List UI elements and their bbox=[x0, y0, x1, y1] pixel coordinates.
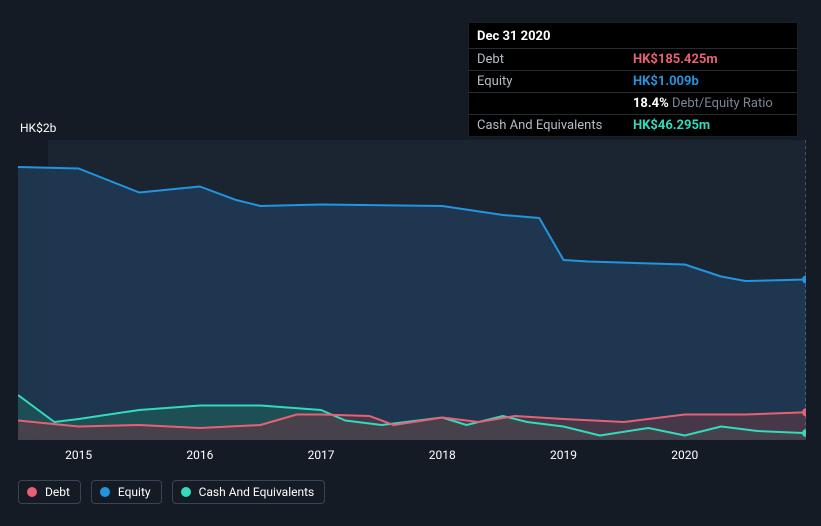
tooltip-row-value: HK$46.295m bbox=[625, 115, 797, 137]
x-axis-tick: 2015 bbox=[65, 448, 92, 462]
legend-label: Equity bbox=[118, 485, 151, 499]
legend-label: Cash And Equivalents bbox=[199, 485, 315, 499]
legend-item[interactable]: Debt bbox=[18, 480, 81, 504]
legend-dot-icon bbox=[27, 487, 37, 497]
chart-container: Dec 31 2020 DebtHK$185.425mEquityHK$1.00… bbox=[0, 0, 821, 526]
x-axis-tick: 2017 bbox=[308, 448, 335, 462]
x-axis-tick: 2020 bbox=[671, 448, 698, 462]
tooltip-row-label: Debt bbox=[469, 49, 625, 71]
tooltip-row-value: 18.4% Debt/Equity Ratio bbox=[625, 93, 797, 115]
plot-area[interactable] bbox=[18, 140, 806, 440]
tooltip-row-label: Cash And Equivalents bbox=[469, 115, 625, 137]
tooltip-box: Dec 31 2020 DebtHK$185.425mEquityHK$1.00… bbox=[468, 22, 798, 137]
x-axis-tick: 2019 bbox=[550, 448, 577, 462]
legend-label: Debt bbox=[45, 485, 70, 499]
tooltip-row-label bbox=[469, 93, 625, 115]
legend-item[interactable]: Equity bbox=[91, 480, 162, 504]
tooltip-row-value: HK$185.425m bbox=[625, 49, 797, 71]
legend: Debt Equity Cash And Equivalents bbox=[18, 480, 325, 504]
legend-dot-icon bbox=[181, 487, 191, 497]
tooltip-table: DebtHK$185.425mEquityHK$1.009b18.4% Debt… bbox=[469, 48, 797, 136]
y-axis-tick: HK$2b bbox=[20, 121, 56, 135]
legend-dot-icon bbox=[100, 487, 110, 497]
x-axis-tick: 2016 bbox=[186, 448, 213, 462]
tooltip-row-label: Equity bbox=[469, 71, 625, 93]
legend-item[interactable]: Cash And Equivalents bbox=[172, 480, 326, 504]
tooltip-date: Dec 31 2020 bbox=[469, 23, 797, 48]
x-axis-tick: 2018 bbox=[429, 448, 456, 462]
tooltip-row-value: HK$1.009b bbox=[625, 71, 797, 93]
